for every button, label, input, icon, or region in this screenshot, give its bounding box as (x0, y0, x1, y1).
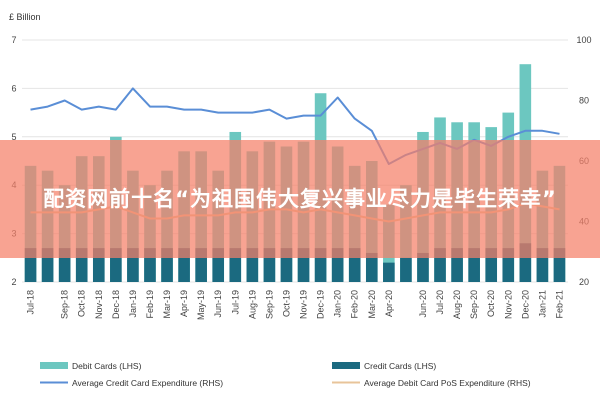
x-tick-label: Apr-19 (179, 290, 189, 317)
x-tick-label: Jul-20 (435, 290, 445, 315)
credit-card-bar (365, 252, 378, 282)
credit-card-bar (212, 248, 225, 282)
right-tick-label: 20 (579, 277, 589, 287)
credit-card-bar (519, 243, 532, 282)
legend: Debit Cards (LHS) Credit Cards (LHS) Avera… (40, 361, 531, 388)
x-tick-label: Jul-18 (26, 290, 36, 315)
x-tick-label: Jan-21 (537, 290, 547, 318)
x-tick-label: Aug-20 (452, 290, 462, 319)
credit-card-bar (434, 248, 446, 282)
credit-card-bar (75, 248, 88, 282)
x-tick-label: Dec-18 (111, 290, 121, 319)
x-tick-label: Sep-18 (60, 290, 70, 319)
left-tick-label: 2 (11, 277, 16, 287)
legend-label: Average Debit Card PoS Expenditure (RHS) (364, 378, 531, 388)
legend-label: Credit Cards (LHS) (364, 361, 436, 371)
x-tick-label: Jun-20 (418, 290, 428, 318)
credit-card-bar (280, 248, 293, 282)
headline-banner: 配资网前十名“为祖国伟大复兴事业尽力是毕生荣幸” (0, 140, 600, 258)
credit-card-bar (400, 257, 412, 282)
x-tick-label: Nov-18 (94, 290, 104, 319)
credit-card-bar (417, 252, 429, 282)
x-tick-label: Feb-19 (145, 290, 155, 319)
x-tick-label: Oct-19 (281, 290, 291, 317)
x-tick-label: Sep-19 (264, 290, 274, 319)
x-tick-label: Mar-19 (162, 290, 172, 319)
credit-card-bar (58, 248, 71, 282)
x-tick-label: Dec-20 (520, 290, 530, 319)
x-tick-label: Sep-20 (469, 290, 479, 319)
credit-card-bar (331, 248, 344, 282)
x-tick-label: Jun-19 (213, 290, 223, 318)
x-tick-label: Dec-19 (316, 290, 326, 319)
credit-card-bar (383, 262, 395, 282)
credit-card-bar (229, 248, 242, 282)
credit-card-bar (161, 248, 173, 282)
credit-card-bar (144, 248, 156, 282)
credit-card-bar (502, 248, 515, 282)
credit-card-bar (24, 248, 37, 282)
legend-label: Average Credit Card Expenditure (RHS) (72, 378, 223, 388)
headline-text: 配资网前十名“为祖国伟大复兴事业尽力是毕生荣幸” (43, 187, 557, 211)
credit-card-bar (246, 248, 259, 282)
x-tick-label: Jul-19 (230, 290, 240, 315)
credit-card-bar (314, 248, 327, 282)
left-axis-unit: £ Billion (9, 12, 41, 22)
x-tick-label: Oct-20 (486, 290, 496, 317)
legend-swatch (40, 362, 68, 369)
credit-card-bar (485, 248, 498, 282)
x-tick-label: Nov-20 (503, 290, 513, 319)
credit-card-bar (195, 248, 207, 282)
legend-label: Debit Cards (LHS) (72, 361, 142, 371)
credit-card-bar (297, 248, 310, 282)
credit-card-bar (468, 248, 480, 282)
credit-card-bar (92, 248, 105, 282)
credit-card-bar (127, 248, 139, 282)
left-tick-label: 5 (11, 132, 16, 142)
x-tick-label: Oct-18 (77, 290, 87, 317)
x-tick-label: Jan-20 (333, 290, 343, 318)
right-tick-label: 100 (576, 35, 591, 45)
left-tick-label: 6 (11, 83, 16, 93)
credit-card-bar (451, 248, 463, 282)
legend-swatch (332, 362, 360, 369)
x-tick-label: Feb-21 (554, 290, 564, 319)
credit-card-bar (178, 248, 190, 282)
credit-card-bar (536, 248, 549, 282)
left-tick-label: 7 (11, 35, 16, 45)
credit-card-bar (553, 248, 566, 282)
right-tick-label: 80 (579, 96, 589, 106)
x-axis: Jul-18 Sep-18 Oct-18 Nov-18 Dec-18 Jan-19 Feb-… (26, 290, 565, 320)
x-tick-label: Mar-20 (367, 290, 377, 319)
x-tick-label: Feb-20 (350, 290, 360, 319)
x-tick-label: Nov-19 (299, 290, 309, 319)
credit-card-bar (348, 248, 361, 282)
x-tick-label: Apr-20 (384, 290, 394, 317)
credit-card-bar (263, 248, 276, 282)
credit-card-bar (41, 248, 54, 282)
x-tick-label: Jan-19 (128, 290, 138, 318)
x-tick-label: Aug-19 (247, 290, 257, 319)
credit-card-bar (110, 248, 122, 282)
x-tick-label: May-19 (196, 290, 206, 320)
